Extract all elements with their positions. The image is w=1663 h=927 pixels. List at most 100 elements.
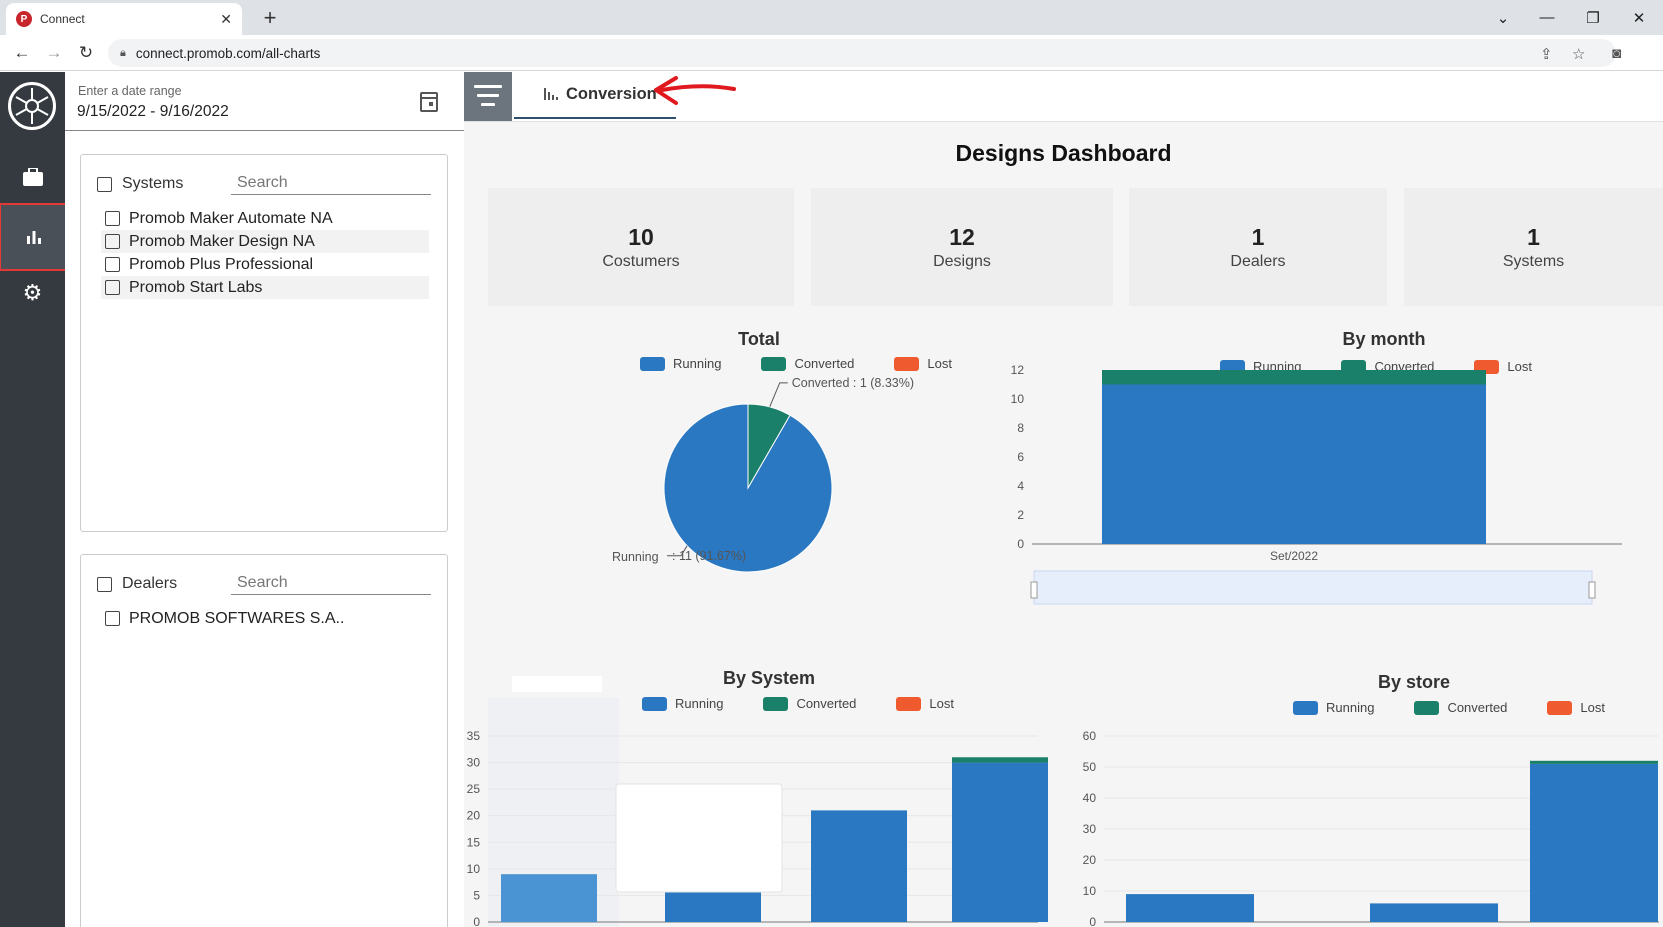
url-text: connect.promob.com/all-charts (135, 45, 321, 61)
date-range-field[interactable]: Enter a date range 9/15/2022 - 9/16/2022 (65, 72, 464, 131)
system-checkbox[interactable] (105, 234, 120, 249)
browser-tab[interactable]: P Connect ✕ (6, 3, 242, 35)
tab-conversion[interactable]: Conversion (514, 72, 676, 119)
tab-conversion-label: Conversion (566, 85, 657, 103)
bar-chart-icon (544, 86, 558, 103)
y-tick-label: 50 (1083, 760, 1097, 774)
reload-icon[interactable]: ↻ (78, 43, 94, 62)
bar-running (501, 874, 597, 922)
dealers-search-input[interactable] (231, 572, 431, 595)
kpi-value: 1 (1527, 224, 1540, 250)
legend-swatch (896, 696, 922, 711)
sidebar-rail: ⚙ (0, 72, 69, 927)
kpi-label: Systems (1502, 253, 1565, 270)
y-tick-label: 0 (1089, 915, 1096, 927)
dealer-label: PROMOB SOFTWARES S.A.. (129, 609, 345, 627)
new-tab-button[interactable]: + (263, 5, 277, 30)
forward-icon[interactable]: → (45, 43, 63, 62)
dealers-select-all-checkbox[interactable] (97, 576, 112, 592)
y-tick-label: 5 (473, 888, 480, 902)
y-tick-label: 15 (467, 835, 481, 849)
legend-item-running[interactable]: Running (642, 696, 723, 711)
charts-nav-icon[interactable] (0, 203, 69, 271)
legend-item-lost[interactable]: Lost (894, 356, 952, 371)
pie-label-line (667, 545, 688, 557)
close-tab-icon[interactable]: ✕ (220, 10, 232, 27)
legend-item-lost[interactable]: Lost (896, 696, 954, 711)
system-checkbox[interactable] (105, 280, 120, 295)
system-checkbox[interactable] (105, 211, 120, 226)
chart-title-total: Total (738, 329, 780, 349)
y-tick-label: 10 (1011, 392, 1025, 406)
close-window-button[interactable]: ✕ (1632, 9, 1646, 27)
share-icon[interactable]: ⇪ (1540, 46, 1553, 63)
system-item[interactable]: Promob Plus Professional (101, 253, 429, 276)
bookmark-star-icon[interactable]: ☆ (1572, 46, 1586, 63)
legend-item-lost[interactable]: Lost (1547, 700, 1605, 715)
y-tick-label: 30 (467, 756, 481, 770)
legend-item-converted[interactable]: Converted (1414, 700, 1507, 715)
y-tick-label: 40 (1083, 791, 1097, 805)
system-label: Promob Plus Professional (129, 255, 314, 273)
y-tick-label: 60 (1083, 729, 1097, 743)
y-tick-label: 0 (1017, 537, 1024, 551)
screenshot-camera-icon[interactable]: ◙ (1612, 45, 1622, 62)
bar-running (1102, 384, 1486, 544)
system-checkbox[interactable] (105, 257, 120, 272)
legend-item-running[interactable]: Running (640, 356, 721, 371)
y-tick-label: 30 (1083, 822, 1097, 836)
systems-list: Promob Maker Automate NA Promob Maker De… (101, 207, 429, 299)
legend-total: Running Converted Lost (640, 356, 992, 371)
filter-menu-button[interactable] (464, 72, 512, 121)
kpi-card: 1 Systems (1404, 188, 1663, 306)
legend-swatch (763, 696, 789, 711)
calendar-icon[interactable] (420, 92, 438, 112)
range-slider (1033, 570, 1593, 605)
browser-tab-bar: P Connect ✕ + ⌄ — ❐ ✕ (0, 0, 1663, 35)
system-item[interactable]: Promob Maker Design NA (101, 230, 429, 253)
y-tick-label: 20 (1083, 853, 1097, 867)
bar-running (952, 762, 1048, 922)
kpi-label: Costumers (602, 253, 680, 270)
system-item[interactable]: Promob Maker Automate NA (101, 207, 429, 230)
systems-select-all-checkbox[interactable] (97, 176, 112, 192)
dealer-checkbox[interactable] (105, 611, 120, 626)
briefcase-icon[interactable] (0, 152, 65, 202)
app-logo-icon[interactable] (8, 82, 56, 130)
dealers-header: Dealers (122, 575, 178, 592)
bar-running (665, 890, 761, 922)
y-tick-label: 10 (467, 862, 481, 876)
settings-gear-icon[interactable]: ⚙ (22, 280, 43, 305)
system-item[interactable]: Promob Start Labs (101, 276, 429, 299)
legend-item-converted[interactable]: Converted (763, 696, 856, 711)
chart-tooltip (615, 783, 783, 893)
tab-search-icon[interactable]: ⌄ (1496, 9, 1510, 27)
charts-canvas: Converted : 1 (8.33%) Running: 11 (91.67%… (467, 363, 1659, 927)
legend-item-converted[interactable]: Converted (761, 356, 854, 371)
back-icon[interactable]: ← (13, 43, 31, 62)
dealer-item[interactable]: PROMOB SOFTWARES S.A.. (101, 607, 429, 630)
address-bar: ← → ↻ 🔒︎ connect.promob.com/all-charts ⇪… (0, 35, 1663, 71)
date-range-label: Enter a date range (78, 84, 182, 98)
date-range-value[interactable]: 9/15/2022 - 9/16/2022 (77, 103, 229, 120)
restore-button[interactable]: ❐ (1586, 9, 1600, 27)
chart-title-by-month: By month (1342, 329, 1426, 349)
bar-converted (1102, 370, 1486, 385)
bar-converted (1530, 760, 1658, 764)
systems-filter-box: Systems Promob Maker Automate NA Promob … (80, 154, 448, 532)
url-field[interactable]: 🔒︎ connect.promob.com/all-charts (108, 39, 1616, 67)
bar-running (1126, 894, 1254, 922)
minimize-button[interactable]: — (1539, 9, 1555, 26)
pie-label-line (769, 382, 788, 408)
legend-item-running[interactable]: Running (1293, 700, 1374, 715)
main-toolbar: Conversion (464, 72, 1663, 122)
bar-running (1530, 763, 1658, 922)
y-tick-label: 8 (1017, 421, 1024, 435)
pie-data-label: Running (612, 550, 659, 564)
y-tick-label: 2 (1017, 508, 1024, 522)
x-tick-label: Set/2022 (1270, 549, 1318, 563)
range-slider-handle (1588, 581, 1596, 599)
legend-swatch (761, 356, 787, 371)
systems-search-input[interactable] (231, 172, 431, 195)
bar-converted (952, 757, 1048, 763)
